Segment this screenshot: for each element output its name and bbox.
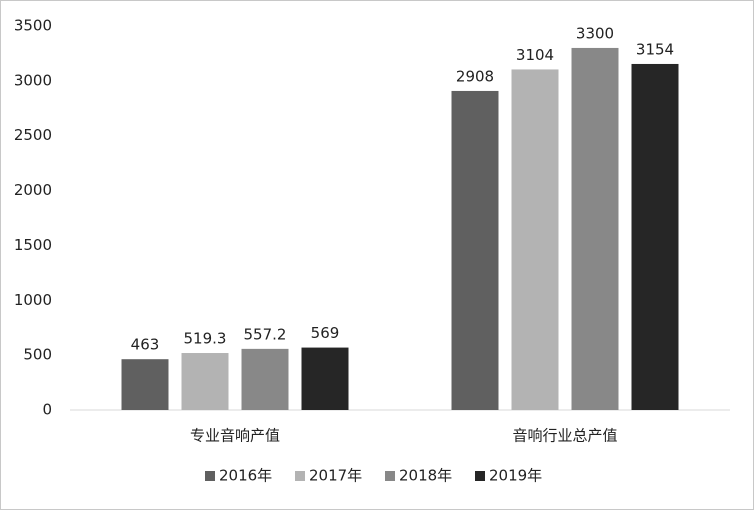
- legend-swatch: [385, 471, 395, 481]
- data-label: 557.2: [244, 325, 287, 343]
- bar: [241, 348, 289, 410]
- y-tick-label: 3000: [14, 71, 52, 89]
- y-tick-label: 1000: [14, 291, 52, 309]
- legend-swatch: [295, 471, 305, 481]
- legend-label: 2017年: [309, 467, 362, 485]
- data-label: 3104: [516, 46, 554, 64]
- data-label: 3300: [576, 24, 614, 42]
- legend-swatch: [475, 471, 485, 481]
- y-tick-label: 2500: [14, 126, 52, 144]
- bar: [631, 63, 679, 410]
- bar: [571, 47, 619, 410]
- legend-label: 2019年: [489, 467, 542, 485]
- bar: [121, 359, 169, 410]
- data-label: 463: [131, 336, 160, 354]
- data-label: 3154: [636, 40, 674, 58]
- y-tick-label: 500: [23, 346, 52, 364]
- y-tick-label: 3500: [14, 17, 52, 35]
- bar: [301, 347, 349, 410]
- bar: [451, 90, 499, 410]
- x-tick-label: 专业音响产值: [190, 427, 280, 445]
- data-label: 519.3: [184, 330, 227, 348]
- y-tick-label: 1500: [14, 236, 52, 254]
- bar: [511, 69, 559, 411]
- x-tick-label: 音响行业总产值: [512, 427, 617, 445]
- y-tick-label: 2000: [14, 181, 52, 199]
- legend-label: 2018年: [399, 467, 452, 485]
- y-tick-label: 0: [42, 401, 52, 419]
- bar: [181, 353, 229, 410]
- data-label: 569: [311, 324, 340, 342]
- legend-swatch: [205, 471, 215, 481]
- legend-label: 2016年: [219, 467, 272, 485]
- data-label: 2908: [456, 67, 494, 85]
